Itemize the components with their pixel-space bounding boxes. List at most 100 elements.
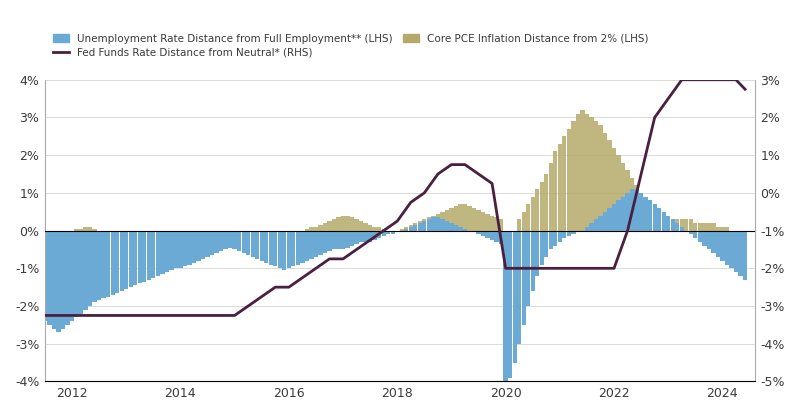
Bar xyxy=(454,225,458,231)
Bar xyxy=(467,206,472,231)
Bar xyxy=(693,223,698,231)
Bar xyxy=(558,231,562,242)
Bar xyxy=(590,117,594,231)
Bar xyxy=(607,208,612,231)
Bar xyxy=(607,140,612,231)
Line: Fed Funds Rate Distance from Neutral* (RHS): Fed Funds Rate Distance from Neutral* (R… xyxy=(45,80,745,315)
Bar xyxy=(259,231,264,249)
Bar xyxy=(598,125,602,231)
Bar xyxy=(327,231,332,251)
Bar xyxy=(146,231,151,244)
Bar xyxy=(626,170,630,231)
Fed Funds Rate Distance from Neutral* (RHS) xyxy=(311,266,321,271)
Bar xyxy=(422,221,426,231)
Bar xyxy=(52,231,56,234)
Bar xyxy=(142,231,146,244)
Bar xyxy=(508,231,512,378)
Bar xyxy=(373,231,377,240)
Bar xyxy=(603,132,607,231)
Bar xyxy=(219,231,223,234)
Bar xyxy=(490,231,494,240)
Bar xyxy=(129,231,133,240)
Bar xyxy=(93,229,97,231)
Bar xyxy=(178,231,182,269)
Bar xyxy=(693,231,698,238)
Bar xyxy=(332,219,336,231)
Bar xyxy=(142,231,146,281)
Bar xyxy=(246,231,250,249)
Bar xyxy=(269,231,273,264)
Bar xyxy=(445,210,449,231)
Bar xyxy=(454,206,458,231)
Bar xyxy=(56,231,61,332)
Fed Funds Rate Distance from Neutral* (RHS) xyxy=(216,313,226,318)
Bar xyxy=(426,217,431,231)
Bar xyxy=(566,231,571,236)
Bar xyxy=(305,231,309,261)
Bar xyxy=(458,204,462,231)
Bar xyxy=(404,229,409,231)
Bar xyxy=(743,231,747,280)
Bar xyxy=(350,231,354,246)
Bar xyxy=(616,155,621,231)
Bar xyxy=(553,231,558,246)
Bar xyxy=(386,231,390,234)
Bar xyxy=(106,231,110,234)
Bar xyxy=(237,231,242,251)
Bar xyxy=(341,215,345,231)
Bar xyxy=(310,231,314,259)
Bar xyxy=(305,229,309,231)
Bar xyxy=(359,221,363,231)
Bar xyxy=(291,231,295,234)
Bar xyxy=(170,231,174,236)
Bar xyxy=(42,231,47,321)
Bar xyxy=(553,151,558,231)
Bar xyxy=(720,227,725,231)
Bar xyxy=(503,231,508,389)
Bar xyxy=(255,231,259,259)
Bar xyxy=(426,219,431,231)
Bar xyxy=(689,219,693,231)
Bar xyxy=(653,204,657,231)
Bar xyxy=(612,204,616,231)
Bar xyxy=(698,231,702,242)
Bar xyxy=(499,231,503,244)
Bar xyxy=(643,197,648,231)
Bar xyxy=(182,231,187,266)
Bar xyxy=(151,231,155,242)
Bar xyxy=(354,219,358,231)
Bar xyxy=(603,212,607,231)
Bar xyxy=(124,231,128,289)
Bar xyxy=(278,231,282,246)
Bar xyxy=(382,229,386,231)
Fed Funds Rate Distance from Neutral* (RHS) xyxy=(40,313,50,318)
Bar xyxy=(576,114,580,231)
Bar xyxy=(598,215,602,231)
Bar xyxy=(160,231,165,274)
Bar xyxy=(404,227,409,231)
Bar xyxy=(418,221,422,231)
Bar xyxy=(698,223,702,231)
Bar xyxy=(616,200,621,231)
Bar xyxy=(612,148,616,231)
Bar xyxy=(436,217,440,231)
Bar xyxy=(630,189,634,231)
Bar xyxy=(264,231,268,263)
Bar xyxy=(79,229,83,231)
Fed Funds Rate Distance from Neutral* (RHS) xyxy=(677,77,686,82)
Bar xyxy=(56,231,61,234)
Bar xyxy=(594,121,598,231)
Bar xyxy=(138,231,142,283)
Bar xyxy=(165,231,169,272)
Bar xyxy=(223,231,228,249)
Bar xyxy=(549,231,553,249)
Bar xyxy=(585,114,589,231)
Bar xyxy=(52,231,56,329)
Bar xyxy=(725,227,729,231)
Bar xyxy=(124,231,128,238)
Bar xyxy=(711,231,715,253)
Fed Funds Rate Distance from Neutral* (RHS) xyxy=(176,313,186,318)
Bar xyxy=(323,231,327,253)
Bar xyxy=(734,231,738,272)
Bar xyxy=(83,227,88,231)
